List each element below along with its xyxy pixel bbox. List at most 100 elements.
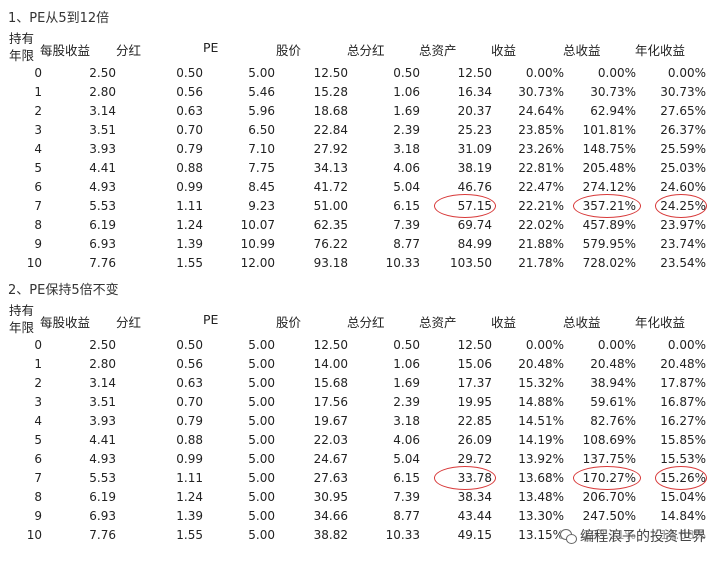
table-cell: 2 — [34, 104, 42, 118]
table-cell: 1.06 — [393, 85, 420, 99]
section-title: 2、PE保持5倍不变 — [8, 283, 119, 298]
table-cell: 1.11 — [176, 199, 203, 213]
table-cell: 82.76% — [590, 414, 636, 428]
table-cell: 5.00 — [248, 357, 275, 371]
table-cell: 5.96 — [248, 104, 275, 118]
table-row: 6 4.93 0.99 8.45 41.72 5.04 46.76 22.47% 274.12%… — [0, 178, 716, 197]
table-cell: 4.93 — [89, 452, 116, 466]
table-cell: 20.48% — [660, 357, 706, 371]
table-cell: 5.00 — [248, 414, 275, 428]
table-cell: 12.50 — [457, 66, 492, 80]
table-cell: 206.70% — [582, 490, 636, 504]
table-cell: 0.00% — [597, 66, 636, 80]
table-cell: 0.79 — [176, 142, 203, 156]
table-row: 9 6.93 1.39 10.99 76.22 8.77 84.99 21.88% 579.95… — [0, 235, 716, 254]
table-row: 7 5.53 1.11 5.00 27.63 6.15 33.78 13.68% 170.27%… — [0, 469, 716, 488]
table-cell: 62.35 — [313, 218, 348, 232]
table-cell: 9 — [34, 509, 42, 523]
table-cell: 25.59% — [660, 142, 706, 156]
table-cell: 15.68 — [313, 376, 348, 390]
table-cell: 22.84 — [313, 123, 348, 137]
table-cell: 22.85 — [457, 414, 492, 428]
table-cell: 2 — [34, 376, 42, 390]
table-cell: 7.39 — [393, 218, 420, 232]
table-cell: 23.74% — [660, 237, 706, 251]
header-row: 持有 年限 每股收益 分红 PE 股价 总分红 总资产 收益 总收益 年化收益 — [0, 30, 716, 68]
table-cell: 2.39 — [393, 123, 420, 137]
col-header-return: 收益 — [491, 43, 517, 58]
table-cell: 3.18 — [393, 414, 420, 428]
table-cell: 4.41 — [89, 161, 116, 175]
table-cell: 6 — [34, 452, 42, 466]
table-cell: 7.39 — [393, 490, 420, 504]
table-cell: 26.37% — [660, 123, 706, 137]
table-cell: 14.19% — [518, 433, 564, 447]
table-cell: 0.70 — [176, 123, 203, 137]
table-cell: 5.00 — [248, 490, 275, 504]
table-cell: 7.76 — [89, 528, 116, 542]
wechat-icon — [560, 529, 577, 544]
col-header-holding-years: 持有 年限 — [9, 30, 34, 64]
table-cell: 0.00% — [667, 338, 706, 352]
table-body: 0 2.50 0.50 5.00 12.50 0.50 12.50 0.00% 0.00% 0.0… — [0, 64, 716, 273]
table-cell: 27.65% — [660, 104, 706, 118]
table-row: 2 3.14 0.63 5.00 15.68 1.69 17.37 15.32% 38.94% 1… — [0, 374, 716, 393]
table-cell: 457.89% — [582, 218, 636, 232]
table-row: 5 4.41 0.88 5.00 22.03 4.06 26.09 14.19% 108.69%… — [0, 431, 716, 450]
table-cell: 1.55 — [176, 256, 203, 270]
col-header-annualized-return: 年化收益 — [635, 315, 686, 330]
header-line: 年限 — [9, 320, 35, 335]
table-cell: 3 — [34, 395, 42, 409]
table-cell: 14.00 — [313, 357, 348, 371]
table-cell: 6.19 — [89, 218, 116, 232]
col-header-total-dividend: 总分红 — [347, 43, 385, 58]
table-cell: 1 — [34, 85, 42, 99]
table-cell: 57.15 — [457, 199, 492, 213]
table-cell: 20.48% — [590, 357, 636, 371]
table-row: 0 2.50 0.50 5.00 12.50 0.50 12.50 0.00% 0.00% 0.0… — [0, 336, 716, 355]
table-cell: 247.50% — [582, 509, 636, 523]
table-row: 10 7.76 1.55 12.00 93.18 10.33 103.50 21.78% 728… — [0, 254, 716, 273]
table-cell: 6 — [34, 180, 42, 194]
table-cell: 0.99 — [176, 180, 203, 194]
table-cell: 13.68% — [518, 471, 564, 485]
table-cell: 0.56 — [176, 357, 203, 371]
table-row: 5 4.41 0.88 7.75 34.13 4.06 38.19 22.81% 205.48%… — [0, 159, 716, 178]
table-cell: 10.07 — [240, 218, 275, 232]
table-cell: 6.93 — [89, 237, 116, 251]
table-cell: 30.73% — [518, 85, 564, 99]
table-cell: 0.88 — [176, 161, 203, 175]
table-cell: 2.50 — [89, 66, 116, 80]
table-cell: 21.88% — [518, 237, 564, 251]
table-cell: 4.06 — [393, 433, 420, 447]
col-header-eps: 每股收益 — [40, 315, 91, 330]
table-cell: 0.79 — [176, 414, 203, 428]
table-cell: 13.48% — [518, 490, 564, 504]
table-cell: 1.39 — [176, 509, 203, 523]
table-cell: 5.04 — [393, 452, 420, 466]
table-cell: 76.22 — [313, 237, 348, 251]
table-cell: 59.61% — [590, 395, 636, 409]
col-header-total-dividend: 总分红 — [347, 315, 385, 330]
col-header-holding-years: 持有 年限 — [9, 302, 34, 336]
table-cell: 26.09 — [457, 433, 492, 447]
watermark-text: 编程浪子的投资世界 — [580, 529, 706, 545]
col-header-pe: PE — [203, 312, 219, 327]
table-cell: 30.95 — [313, 490, 348, 504]
table-cell: 6.19 — [89, 490, 116, 504]
table-cell: 1.24 — [176, 218, 203, 232]
table-cell: 7 — [34, 471, 42, 485]
table-cell: 357.21% — [582, 199, 636, 213]
table-cell: 7 — [34, 199, 42, 213]
table-cell: 2.50 — [89, 338, 116, 352]
table-cell: 0.50 — [393, 338, 420, 352]
table-cell: 0.88 — [176, 433, 203, 447]
table-cell: 49.15 — [457, 528, 492, 542]
table-cell: 0.56 — [176, 85, 203, 99]
table-cell: 38.19 — [457, 161, 492, 175]
table-cell: 0.50 — [393, 66, 420, 80]
table-cell: 13.92% — [518, 452, 564, 466]
table-cell: 205.48% — [582, 161, 636, 175]
table-cell: 5.53 — [89, 199, 116, 213]
table-cell: 15.32% — [518, 376, 564, 390]
